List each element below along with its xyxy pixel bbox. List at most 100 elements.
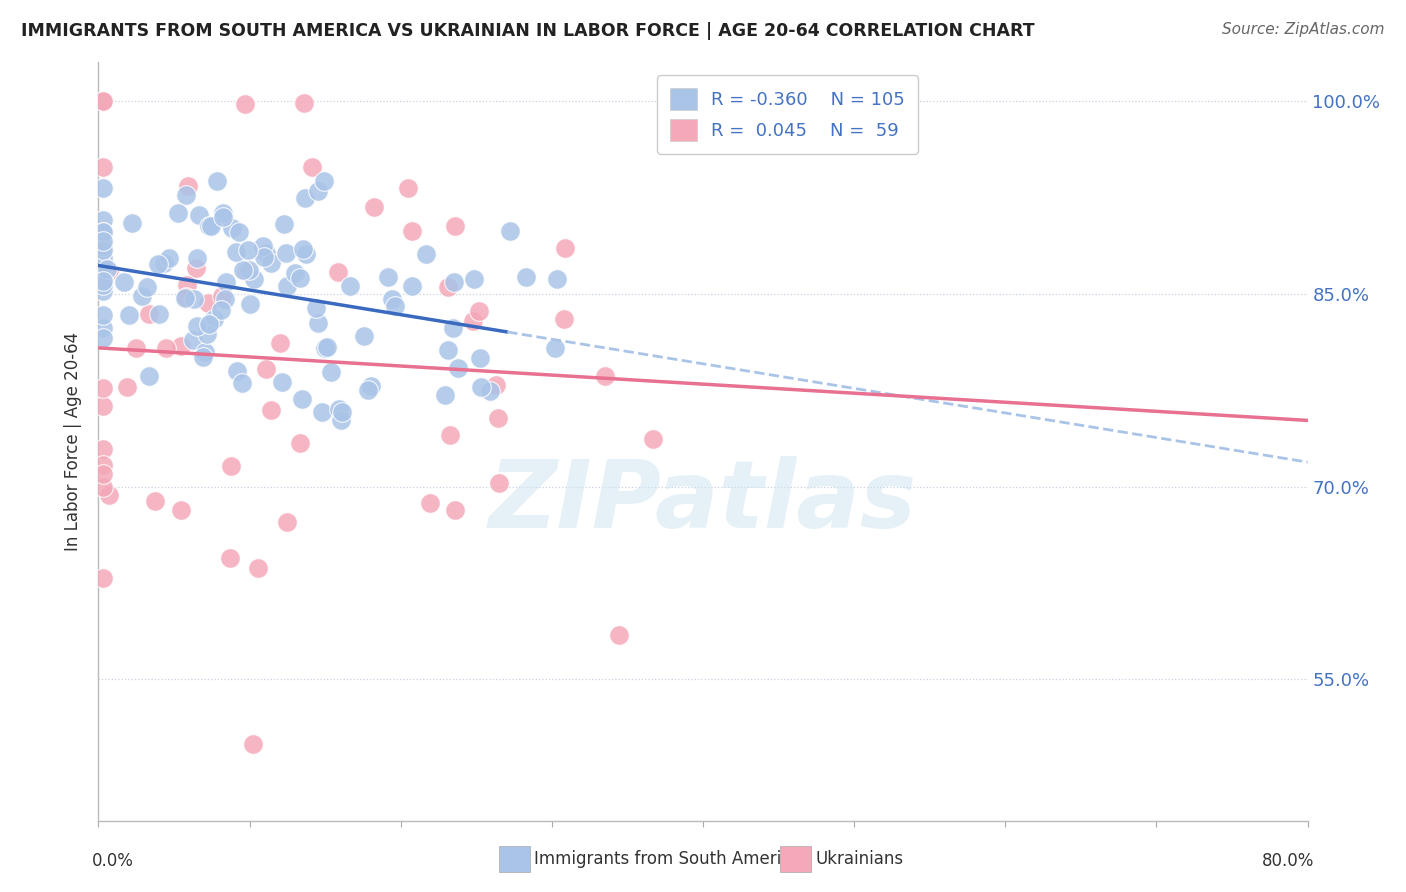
Point [314, 174, 336, 188]
Point [498, 224, 520, 238]
Point [181, 333, 204, 347]
Text: Ukrainians: Ukrainians [815, 850, 904, 868]
Point [117, 308, 139, 322]
Point [91, 274, 114, 288]
Point [155, 341, 177, 355]
Point [553, 312, 575, 326]
Point [269, 335, 291, 350]
Point [260, 402, 283, 417]
Point [225, 364, 247, 378]
Point [176, 278, 198, 293]
Point [396, 181, 419, 195]
Point [197, 219, 219, 233]
Point [544, 342, 567, 356]
Point [146, 257, 169, 271]
Point [188, 208, 211, 222]
Point [238, 263, 260, 277]
Point [91, 399, 114, 413]
Point [643, 432, 665, 446]
Point [239, 297, 262, 311]
Point [321, 365, 343, 379]
Point [167, 206, 190, 220]
Point [242, 737, 264, 751]
Point [125, 341, 148, 355]
Point [225, 244, 247, 259]
Point [91, 94, 114, 108]
Point [177, 179, 200, 194]
Point [117, 380, 139, 394]
Point [202, 311, 225, 326]
Text: 80.0%: 80.0% [1263, 852, 1315, 870]
Point [231, 376, 253, 390]
Point [236, 244, 259, 258]
Point [212, 206, 235, 220]
Point [91, 273, 114, 287]
Point [91, 251, 114, 265]
Point [259, 255, 281, 269]
Point [554, 241, 576, 255]
Point [485, 378, 508, 392]
Point [515, 269, 537, 284]
Point [170, 503, 193, 517]
Point [478, 384, 501, 398]
Point [377, 270, 399, 285]
Point [91, 480, 114, 494]
Point [270, 375, 292, 389]
Point [183, 292, 205, 306]
Point [198, 317, 221, 331]
Point [307, 185, 329, 199]
Point [353, 328, 375, 343]
Point [284, 266, 307, 280]
Point [91, 458, 114, 473]
Point [273, 217, 295, 231]
Point [138, 307, 160, 321]
Point [360, 379, 382, 393]
Point [121, 216, 143, 230]
Point [91, 320, 114, 334]
Point [91, 270, 114, 285]
Point [314, 342, 336, 356]
Point [174, 291, 197, 305]
Text: Source: ZipAtlas.com: Source: ZipAtlas.com [1222, 22, 1385, 37]
Point [191, 350, 214, 364]
Text: IMMIGRANTS FROM SOUTH AMERICA VS UKRAINIAN IN LABOR FORCE | AGE 20-64 CORRELATIO: IMMIGRANTS FROM SOUTH AMERICA VS UKRAINI… [21, 22, 1035, 40]
Point [301, 160, 323, 174]
Point [219, 459, 242, 474]
Point [443, 219, 465, 233]
Point [439, 428, 461, 442]
Point [329, 413, 352, 427]
Point [291, 243, 314, 257]
Point [91, 442, 114, 456]
Point [91, 213, 114, 227]
Point [381, 292, 404, 306]
Point [186, 318, 208, 333]
Point [467, 304, 489, 318]
Point [91, 381, 114, 395]
Point [401, 224, 423, 238]
Point [91, 571, 114, 585]
Point [441, 321, 464, 335]
Point [488, 476, 510, 491]
Point [305, 301, 328, 315]
Point [290, 435, 312, 450]
Point [607, 628, 630, 642]
Point [437, 280, 460, 294]
Point [174, 290, 197, 304]
Point [444, 503, 467, 517]
Point [415, 247, 437, 261]
Point [276, 279, 298, 293]
Point [136, 280, 159, 294]
Text: Immigrants from South America: Immigrants from South America [534, 850, 801, 868]
Point [307, 316, 329, 330]
Point [91, 180, 114, 194]
Point [363, 200, 385, 214]
Point [98, 488, 121, 502]
Point [593, 368, 616, 383]
Point [91, 234, 114, 248]
Point [328, 401, 350, 416]
Point [443, 276, 465, 290]
Point [326, 265, 349, 279]
Point [197, 296, 219, 310]
Point [437, 343, 460, 358]
Point [112, 275, 135, 289]
